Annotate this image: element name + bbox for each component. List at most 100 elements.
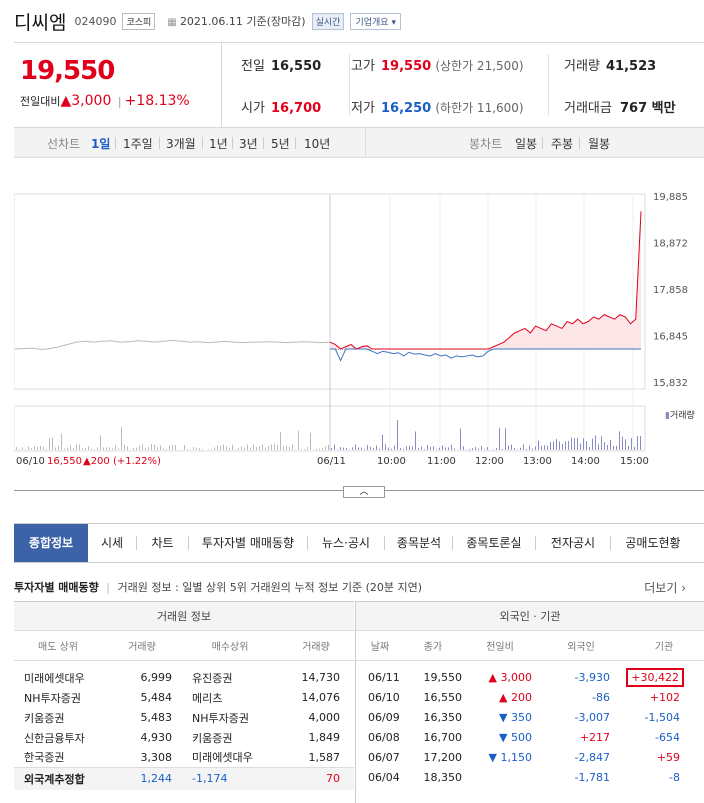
volume-bar xyxy=(370,446,371,450)
volume-bar xyxy=(97,447,98,450)
volume-bar xyxy=(160,445,161,450)
candle-monthly[interactable]: 월봉 xyxy=(588,137,611,151)
volume-bar xyxy=(151,444,152,450)
volume-bar xyxy=(634,446,635,450)
period-5y[interactable]: 5년 xyxy=(271,137,290,151)
tab-discussion[interactable]: 종목토론실 xyxy=(466,536,522,550)
volume-bar xyxy=(310,432,311,450)
volume-bar xyxy=(316,448,317,450)
volume-bar xyxy=(601,436,602,450)
period-3m[interactable]: 3개월 xyxy=(166,137,196,151)
period-1d[interactable]: 1일 xyxy=(91,137,111,151)
volume-bar xyxy=(229,447,230,450)
volume-bar xyxy=(628,445,629,450)
volume-bar xyxy=(484,449,485,450)
volume-bar xyxy=(421,446,422,450)
more-link[interactable]: 더보기 › xyxy=(644,581,686,595)
x-tick-label: 13:00 xyxy=(523,456,552,467)
period-1w[interactable]: 1주일 xyxy=(123,137,153,151)
volume-bar xyxy=(100,435,101,450)
tab-overview[interactable]: 종합정보 xyxy=(14,524,88,562)
volume-bar xyxy=(304,448,305,450)
tab-short-selling[interactable]: 공매도현황 xyxy=(625,536,681,550)
investor-table-title: 외국인 · 기관 xyxy=(356,601,704,631)
volume-bar xyxy=(352,447,353,450)
volume-bar xyxy=(436,449,437,450)
col-close: 종가 xyxy=(423,642,443,653)
tab-chart[interactable]: 차트 xyxy=(151,536,174,550)
volume-bar xyxy=(451,444,452,450)
above-prev-area xyxy=(330,211,641,350)
volume-bar xyxy=(334,444,335,450)
calendar-icon: ▦ xyxy=(167,17,180,28)
volume-bar xyxy=(319,448,320,450)
volume-bar xyxy=(580,443,581,450)
volume-bar xyxy=(58,445,59,450)
volume-bar xyxy=(127,446,128,450)
volume-bar xyxy=(637,436,638,450)
y-tick-label: 18,872 xyxy=(653,238,688,249)
chevron-up-icon: ︿ xyxy=(359,487,369,497)
volume-bar xyxy=(622,436,623,450)
highlighted-institution-value: +30,422 xyxy=(626,668,684,687)
volume-bar xyxy=(91,448,92,450)
volume-bar xyxy=(331,447,332,450)
volume-bar xyxy=(187,449,188,450)
volume-bar xyxy=(106,447,107,450)
prev-day-series xyxy=(14,339,331,351)
volume-bar xyxy=(607,444,608,450)
y-tick-label: 16,845 xyxy=(653,332,688,343)
change-value: 3,000 xyxy=(71,93,112,109)
volume-bar xyxy=(226,446,227,450)
volume-bar xyxy=(373,447,374,450)
period-10y[interactable]: 10년 xyxy=(304,137,331,151)
volume-bar xyxy=(388,447,389,450)
y-tick-label: 17,858 xyxy=(653,285,688,296)
volume-bar xyxy=(283,446,284,450)
volume-bar xyxy=(52,437,53,450)
volume-bar xyxy=(238,448,239,450)
candle-daily[interactable]: 일봉 xyxy=(515,137,538,151)
volume-bar xyxy=(307,446,308,450)
volume-bar xyxy=(271,444,272,450)
tab-news[interactable]: 뉴스·공시 xyxy=(322,536,370,550)
col-buy-volume: 거래량 xyxy=(302,642,330,653)
candle-weekly[interactable]: 주봉 xyxy=(551,137,574,151)
volume-bar xyxy=(88,446,89,450)
collapse-chart-button[interactable]: ︿ xyxy=(343,486,385,498)
prev-day-price: 16,550 xyxy=(47,456,82,467)
volume-bar xyxy=(193,447,194,450)
volume-bar xyxy=(454,448,455,450)
y-axis-ticks: 19,885 18,872 17,858 16,845 15,832 xyxy=(653,192,688,389)
col-institution: 기관 xyxy=(654,642,674,653)
volume-bar xyxy=(619,431,620,450)
volume-bar xyxy=(445,447,446,450)
tab-disclosure[interactable]: 전자공시 xyxy=(550,536,596,550)
volume-bar xyxy=(481,446,482,450)
tab-quote[interactable]: 시세 xyxy=(100,536,124,550)
volume-bar xyxy=(280,432,281,450)
realtime-button[interactable]: 실시간 xyxy=(311,12,345,30)
intraday-chart[interactable]: 19,885 18,872 17,858 16,845 15,832 ▮거래량 06/1… xyxy=(14,186,704,476)
volume-bar xyxy=(424,449,425,450)
volume-bar xyxy=(43,446,44,450)
volume-bar xyxy=(403,449,404,450)
volume-bar xyxy=(610,439,611,450)
tab-analysis[interactable]: 종목분석 xyxy=(396,536,442,550)
volume-bar xyxy=(31,448,32,450)
volume-bar xyxy=(118,448,119,450)
volume-bar xyxy=(55,447,56,450)
volume-bar xyxy=(385,444,386,450)
volume-bar xyxy=(433,446,434,450)
corp-info-dropdown[interactable]: 기업개요 ▾ xyxy=(350,12,401,30)
tab-investor-trend[interactable]: 투자자별 매매동향 xyxy=(201,536,295,550)
volume-bar xyxy=(538,440,539,450)
volume-bar xyxy=(556,438,557,450)
volume-bar xyxy=(199,448,200,450)
period-3y[interactable]: 3년 xyxy=(239,137,258,151)
volume-bar xyxy=(85,447,86,450)
volume-bar xyxy=(343,447,344,450)
prev-day-change: ▲200 (+1.22%) xyxy=(83,456,161,467)
volume-bar xyxy=(493,449,494,450)
period-1y[interactable]: 1년 xyxy=(209,137,228,151)
